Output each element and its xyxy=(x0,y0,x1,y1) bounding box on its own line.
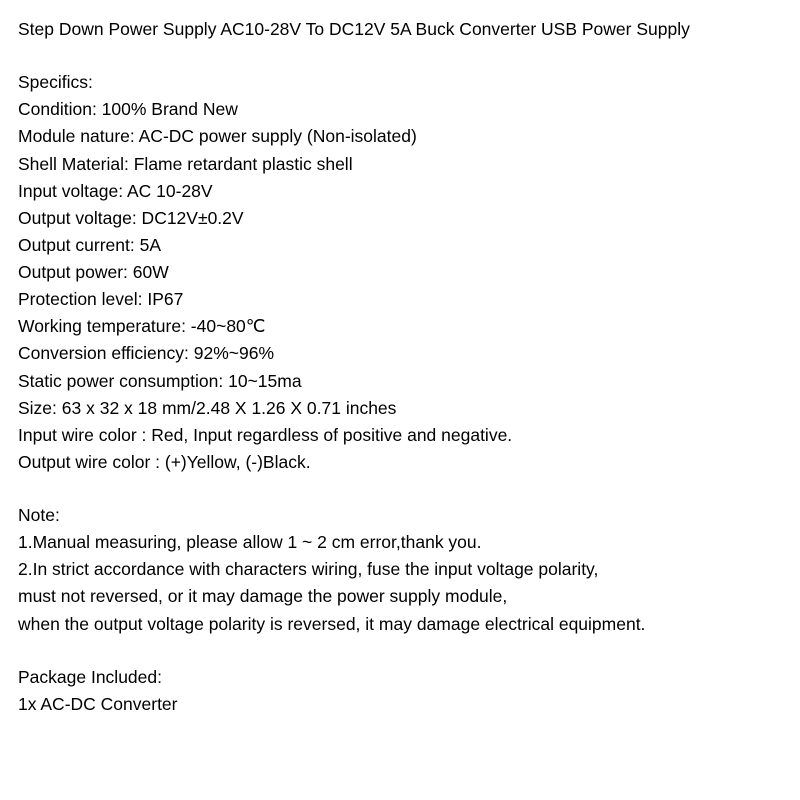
spec-output-wire: Output wire color : (+)Yellow, (-)Black. xyxy=(18,449,782,476)
note-line-3: must not reversed, or it may damage the … xyxy=(18,583,782,610)
spec-input-wire: Input wire color : Red, Input regardless… xyxy=(18,422,782,449)
spec-output-current: Output current: 5A xyxy=(18,232,782,259)
spec-input-voltage: Input voltage: AC 10-28V xyxy=(18,178,782,205)
spec-static-power: Static power consumption: 10~15ma xyxy=(18,368,782,395)
note-line-1: 1.Manual measuring, please allow 1 ~ 2 c… xyxy=(18,529,782,556)
specifics-heading: Specifics: xyxy=(18,69,782,96)
note-line-4: when the output voltage polarity is reve… xyxy=(18,611,782,638)
section-gap xyxy=(18,476,782,502)
note-line-2: 2.In strict accordance with characters w… xyxy=(18,556,782,583)
spec-output-voltage: Output voltage: DC12V±0.2V xyxy=(18,205,782,232)
spec-output-power: Output power: 60W xyxy=(18,259,782,286)
spec-condition: Condition: 100% Brand New xyxy=(18,96,782,123)
section-gap xyxy=(18,638,782,664)
package-item: 1x AC-DC Converter xyxy=(18,691,782,718)
spec-shell-material: Shell Material: Flame retardant plastic … xyxy=(18,151,782,178)
spec-protection-level: Protection level: IP67 xyxy=(18,286,782,313)
package-heading: Package Included: xyxy=(18,664,782,691)
product-title: Step Down Power Supply AC10-28V To DC12V… xyxy=(18,16,782,43)
spec-working-temperature: Working temperature: -40~80℃ xyxy=(18,313,782,340)
spec-module-nature: Module nature: AC-DC power supply (Non-i… xyxy=(18,123,782,150)
spec-size: Size: 63 x 32 x 18 mm/2.48 X 1.26 X 0.71… xyxy=(18,395,782,422)
spec-conversion-efficiency: Conversion efficiency: 92%~96% xyxy=(18,340,782,367)
note-heading: Note: xyxy=(18,502,782,529)
